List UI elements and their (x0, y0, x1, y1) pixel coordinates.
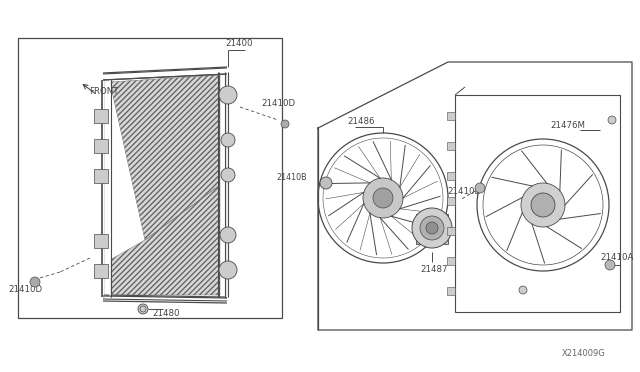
Bar (447, 172, 455, 180)
Text: 21480: 21480 (152, 310, 179, 318)
Circle shape (281, 120, 289, 128)
Circle shape (320, 177, 332, 189)
Text: X214009G: X214009G (562, 349, 605, 357)
Bar (94, 234, 108, 248)
Circle shape (521, 183, 565, 227)
Circle shape (605, 260, 615, 270)
Bar (447, 197, 455, 205)
Bar (447, 142, 455, 150)
Polygon shape (110, 185, 220, 295)
Circle shape (420, 216, 444, 240)
Circle shape (221, 133, 235, 147)
Text: 21410B: 21410B (276, 173, 307, 182)
Text: 21486: 21486 (347, 118, 374, 126)
Text: 21476M: 21476M (550, 121, 585, 129)
Circle shape (219, 86, 237, 104)
Circle shape (221, 168, 235, 182)
Bar (447, 227, 455, 235)
Circle shape (30, 277, 40, 287)
Bar (94, 139, 108, 153)
Polygon shape (110, 75, 220, 240)
Text: 21410D: 21410D (447, 186, 481, 196)
Bar (416, 214, 448, 244)
Circle shape (426, 222, 438, 234)
Circle shape (219, 261, 237, 279)
Text: 21410D: 21410D (261, 99, 295, 109)
Bar (447, 287, 455, 295)
Text: 21410A: 21410A (600, 253, 634, 263)
Bar (94, 169, 108, 183)
Circle shape (363, 178, 403, 218)
Circle shape (475, 183, 485, 193)
Text: 21410D: 21410D (8, 285, 42, 295)
Circle shape (531, 193, 555, 217)
Bar (18, 38, 282, 318)
Circle shape (412, 208, 452, 248)
Circle shape (608, 116, 616, 124)
Text: FRONT: FRONT (89, 87, 118, 96)
Circle shape (138, 304, 148, 314)
Bar (447, 257, 455, 265)
Bar (447, 112, 455, 120)
Circle shape (373, 188, 393, 208)
Circle shape (519, 286, 527, 294)
Bar (94, 109, 108, 123)
Bar (455, 95, 620, 312)
Bar (94, 264, 108, 278)
Text: 21400: 21400 (225, 39, 253, 48)
Circle shape (220, 227, 236, 243)
Text: 21487: 21487 (420, 266, 447, 275)
